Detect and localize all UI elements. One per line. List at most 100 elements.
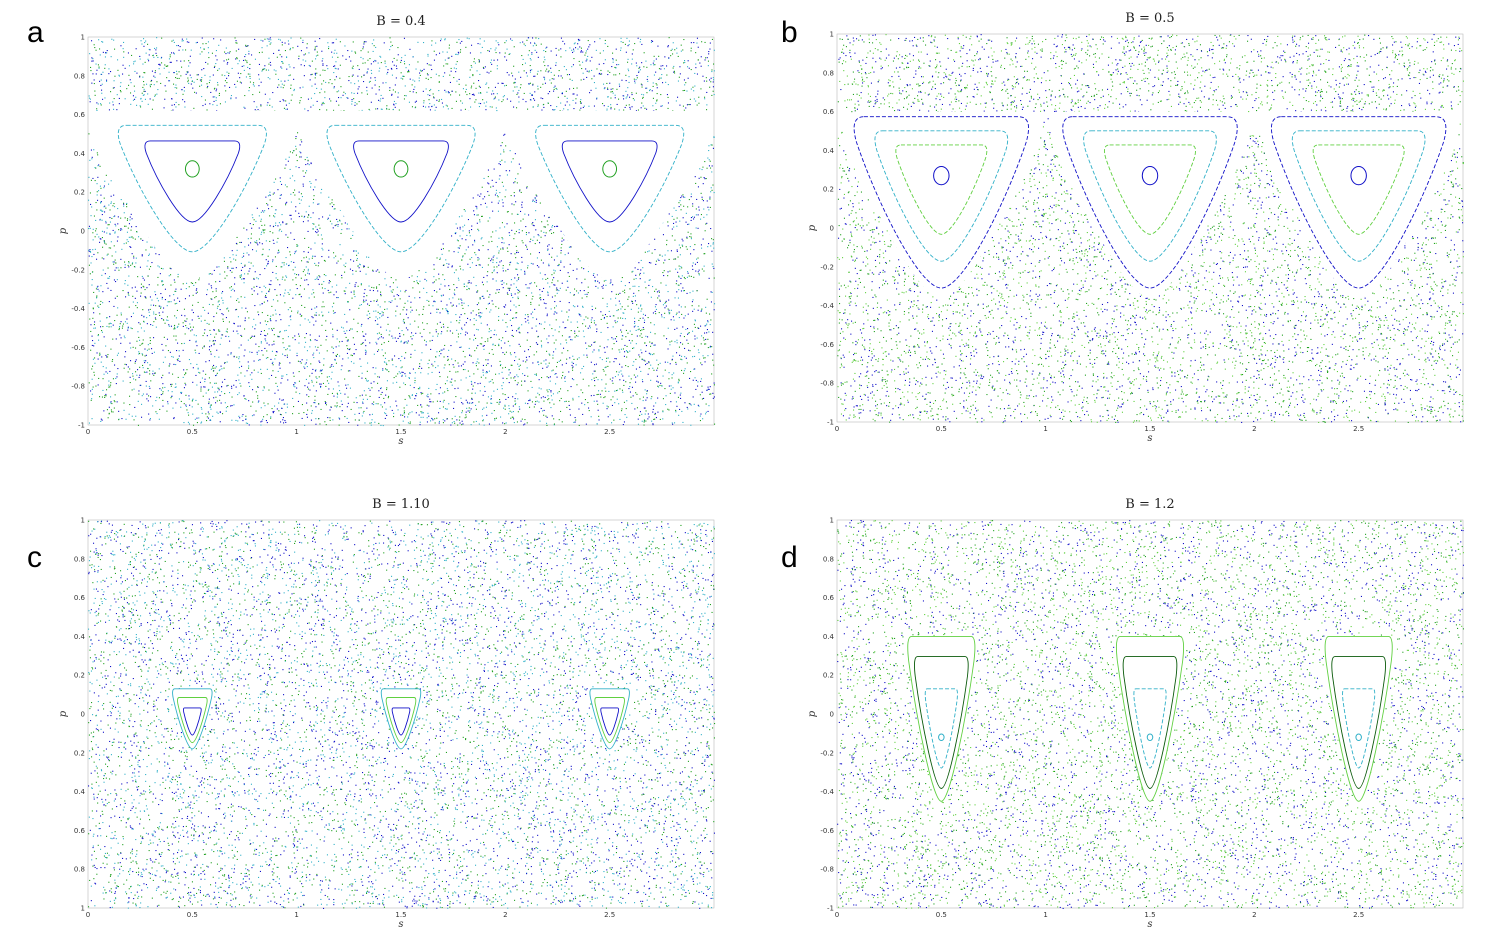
sea-point bbox=[264, 347, 266, 349]
sea-point bbox=[221, 297, 223, 299]
sea-point bbox=[132, 95, 134, 97]
sea-point bbox=[663, 335, 665, 337]
sea-point bbox=[668, 385, 670, 387]
sea-point bbox=[461, 329, 463, 331]
sea-point bbox=[143, 45, 145, 47]
sea-point bbox=[471, 66, 473, 68]
sea-point bbox=[344, 45, 346, 47]
sea-point bbox=[500, 347, 502, 349]
sea-point bbox=[175, 383, 177, 385]
sea-point bbox=[112, 229, 114, 231]
sea-point bbox=[206, 294, 208, 296]
sea-point bbox=[114, 231, 116, 233]
sea-point bbox=[679, 104, 681, 106]
sea-point bbox=[647, 251, 649, 253]
sea-point bbox=[272, 271, 274, 273]
sea-point bbox=[401, 366, 403, 368]
sea-point bbox=[315, 370, 317, 372]
sea-point bbox=[277, 86, 279, 88]
sea-point bbox=[90, 349, 92, 351]
sea-point bbox=[479, 43, 481, 45]
sea-point bbox=[682, 90, 684, 92]
sea-point bbox=[185, 49, 187, 51]
sea-point bbox=[530, 42, 532, 44]
sea-point bbox=[238, 301, 240, 303]
sea-point bbox=[226, 59, 228, 61]
sea-point bbox=[124, 67, 126, 69]
sea-point bbox=[315, 418, 317, 420]
sea-point bbox=[485, 364, 487, 366]
sea-point bbox=[712, 331, 714, 333]
sea-point bbox=[267, 314, 269, 316]
sea-point bbox=[407, 71, 409, 73]
sea-point bbox=[217, 69, 219, 71]
sea-point bbox=[622, 375, 624, 377]
sea-point bbox=[451, 422, 453, 424]
sea-point bbox=[543, 56, 545, 58]
sea-point bbox=[687, 342, 689, 344]
sea-point bbox=[117, 352, 119, 354]
sea-point bbox=[660, 94, 662, 96]
sea-point bbox=[635, 358, 637, 360]
sea-point bbox=[236, 330, 238, 332]
sea-point bbox=[439, 257, 441, 259]
sea-point bbox=[586, 58, 588, 60]
sea-point bbox=[502, 367, 504, 369]
sea-point bbox=[153, 304, 155, 306]
sea-point bbox=[707, 60, 709, 62]
sea-point bbox=[644, 413, 646, 415]
sea-point bbox=[318, 335, 320, 337]
sea-point bbox=[404, 85, 406, 87]
sea-point bbox=[394, 106, 396, 108]
sea-point bbox=[520, 269, 522, 271]
sea-point bbox=[547, 395, 549, 397]
sea-point bbox=[266, 422, 268, 424]
sea-point bbox=[216, 59, 218, 61]
sea-point bbox=[675, 409, 677, 411]
sea-point bbox=[396, 305, 398, 307]
sea-point bbox=[611, 337, 613, 339]
sea-point bbox=[258, 78, 260, 80]
sea-point bbox=[273, 192, 275, 194]
sea-point bbox=[114, 269, 116, 271]
sea-point bbox=[306, 47, 308, 49]
sea-point bbox=[214, 367, 216, 369]
sea-point bbox=[673, 372, 675, 374]
sea-point bbox=[711, 373, 713, 375]
sea-point bbox=[474, 241, 476, 243]
sea-point bbox=[503, 306, 505, 308]
sea-point bbox=[301, 196, 303, 198]
sea-point bbox=[657, 258, 659, 260]
sea-point bbox=[378, 332, 380, 334]
sea-point bbox=[324, 421, 326, 423]
sea-point bbox=[378, 349, 380, 351]
sea-point bbox=[586, 59, 588, 61]
sea-point bbox=[585, 342, 587, 344]
sea-point bbox=[348, 56, 350, 58]
sea-point bbox=[307, 163, 309, 165]
sea-point bbox=[331, 202, 333, 204]
sea-point bbox=[343, 264, 345, 266]
sea-point bbox=[315, 226, 317, 228]
sea-point bbox=[308, 52, 310, 54]
sea-point bbox=[681, 267, 683, 269]
sea-point bbox=[618, 371, 620, 373]
sea-point bbox=[461, 40, 463, 42]
sea-point bbox=[353, 318, 355, 320]
sea-point bbox=[516, 213, 518, 215]
sea-point bbox=[713, 94, 715, 96]
sea-point bbox=[388, 301, 390, 303]
sea-point bbox=[527, 332, 529, 334]
sea-point bbox=[328, 311, 330, 313]
sea-point bbox=[257, 293, 259, 295]
sea-point bbox=[662, 65, 664, 67]
sea-point bbox=[298, 371, 300, 373]
sea-point bbox=[155, 52, 157, 54]
sea-point bbox=[686, 406, 688, 408]
sea-point bbox=[524, 374, 526, 376]
sea-point bbox=[279, 294, 281, 296]
sea-point bbox=[678, 414, 680, 416]
sea-point bbox=[705, 413, 707, 415]
sea-point bbox=[608, 390, 610, 392]
sea-point bbox=[429, 332, 431, 334]
